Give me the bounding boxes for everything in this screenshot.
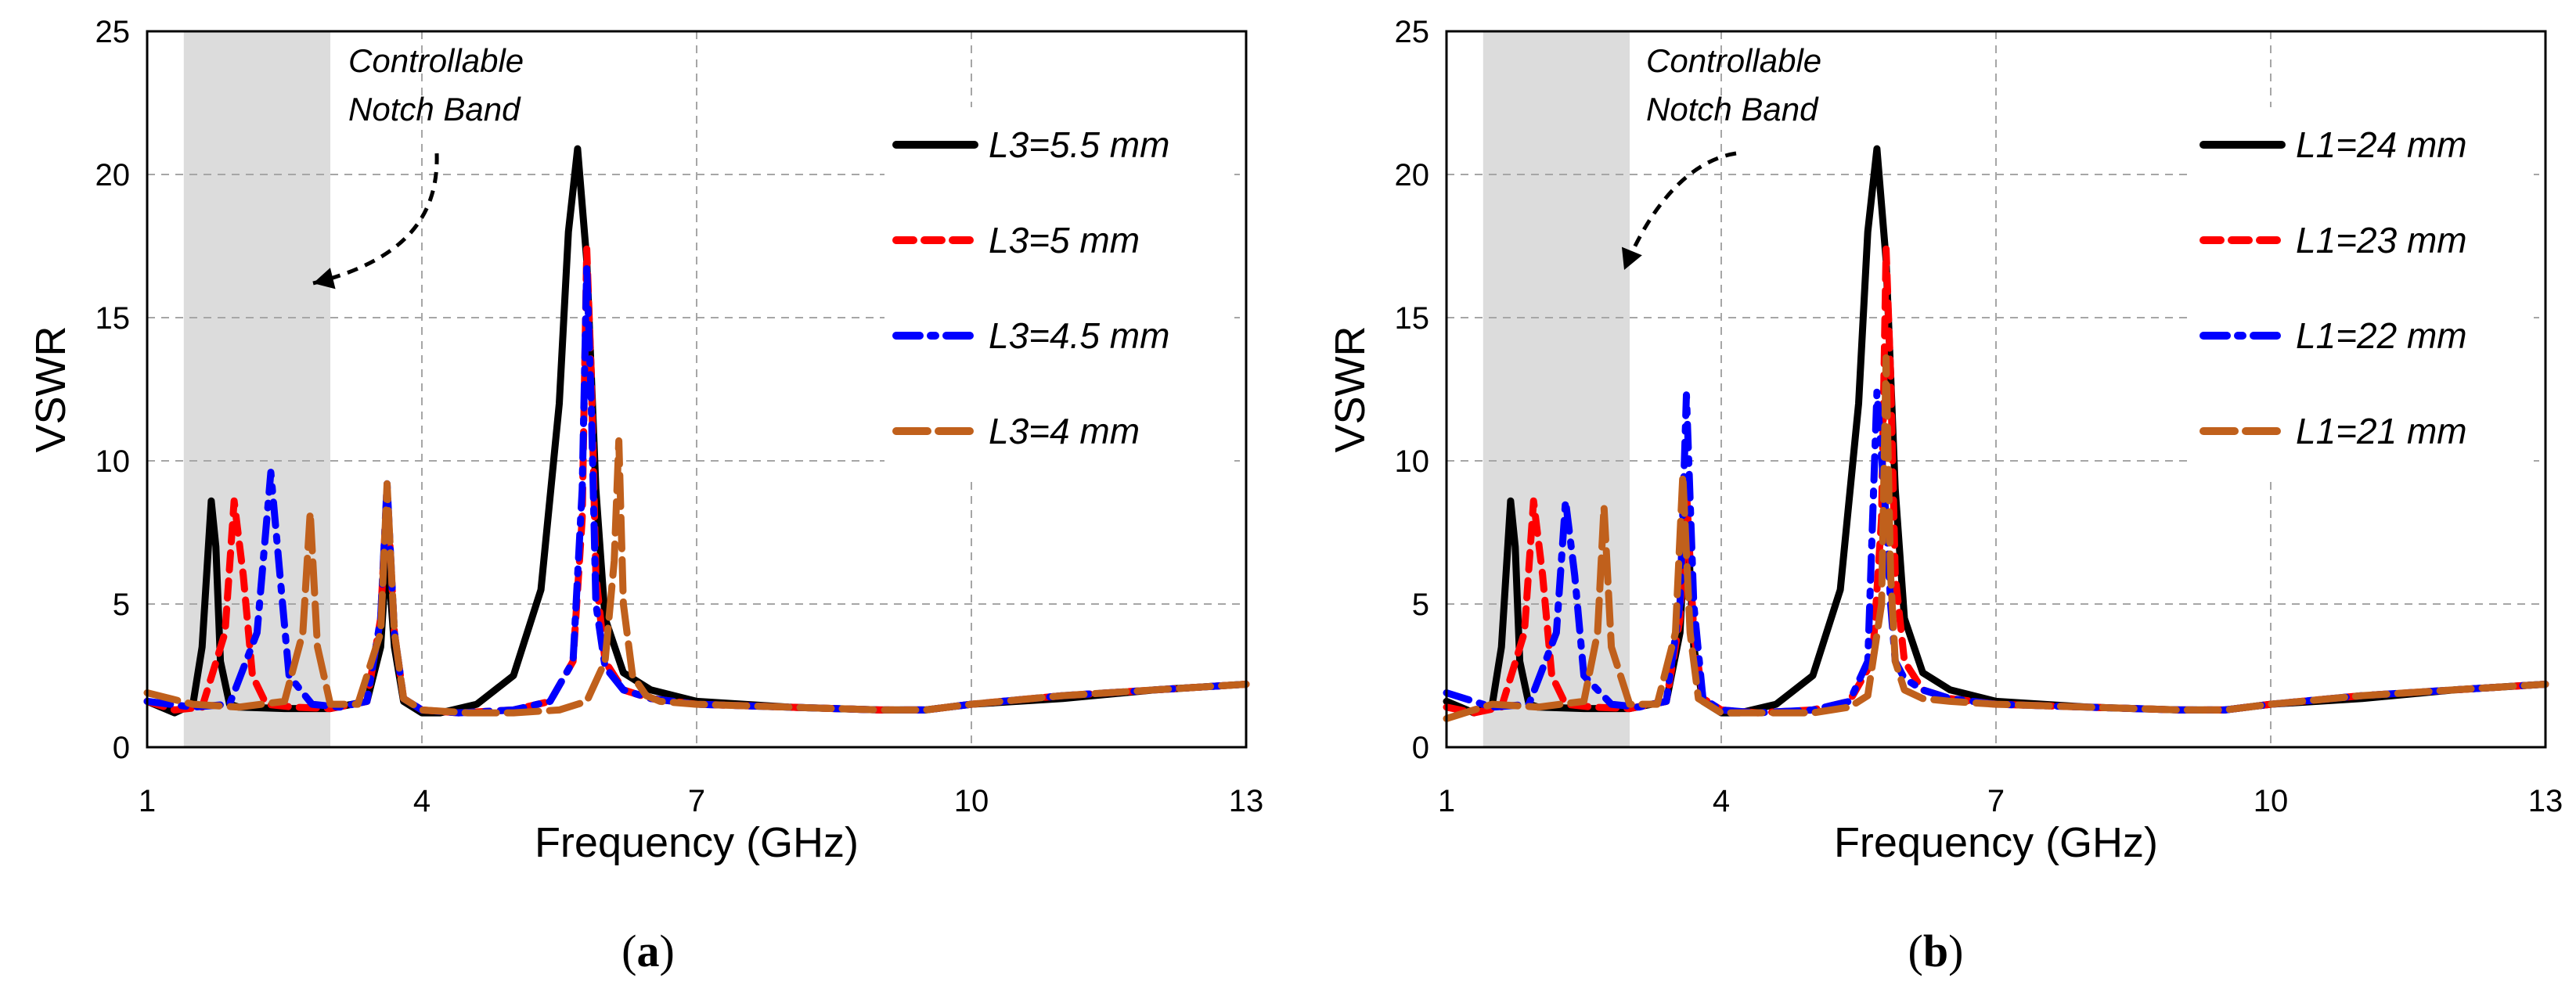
x-tick-label: 1 — [1438, 784, 1455, 818]
y-tick-label: 5 — [113, 588, 130, 622]
y-axis-label: VSWR — [27, 326, 74, 453]
legend-label-3: L3=4.5 mm — [989, 315, 1169, 356]
x-tick-label: 1 — [139, 784, 156, 818]
y-tick-label: 20 — [95, 158, 131, 192]
y-tick-label: 0 — [113, 731, 130, 765]
y-axis-label: VSWR — [1327, 326, 1374, 453]
y-tick-label: 25 — [95, 15, 131, 49]
legend-box — [2192, 107, 2534, 481]
annotation-text: Controllable — [1646, 42, 1821, 79]
y-tick-label: 5 — [1412, 588, 1429, 622]
legend-box — [884, 107, 1234, 481]
legend-label-1: L1=24 mm — [2296, 124, 2467, 165]
x-tick-label: 4 — [1713, 784, 1730, 818]
chart-panel-a: 0 5 10 15 20 25 1 4 7 10 13 Frequency (GHz) VSWR Cont… — [27, 15, 1263, 976]
y-tick-label: 15 — [1395, 301, 1430, 336]
series-line-4 — [143, 437, 1250, 717]
x-tick-label: 10 — [954, 784, 989, 818]
annotation-text: Notch Band — [348, 91, 521, 128]
y-tick-label: 20 — [1395, 158, 1430, 192]
legend-label-4: L1=21 mm — [2296, 411, 2467, 451]
x-tick-label: 7 — [1987, 784, 2005, 818]
y-tick-label: 15 — [95, 301, 131, 336]
y-tick-label: 10 — [95, 444, 131, 479]
x-tick-label: 10 — [2254, 784, 2289, 818]
y-tick-label: 0 — [1412, 731, 1429, 765]
x-tick-label: 13 — [2528, 784, 2563, 818]
x-axis-label: Frequency (GHz) — [535, 819, 859, 866]
legend-label-1: L3=5.5 mm — [989, 124, 1169, 165]
annotation-arrow — [1622, 151, 1737, 271]
x-tick-label: 7 — [688, 784, 705, 818]
plot-frame — [146, 30, 1248, 749]
panel-caption: (b) — [1908, 926, 1964, 976]
annotation-text: Controllable — [348, 42, 524, 79]
legend-label-3: L1=22 mm — [2296, 315, 2467, 356]
annotation-arrow — [312, 153, 439, 286]
annotation-arrowhead — [1621, 246, 1642, 270]
plot-frame — [1445, 30, 2547, 749]
legend-label-2: L1=23 mm — [2296, 220, 2467, 261]
y-tick-label: 25 — [1395, 15, 1430, 49]
x-tick-label: 4 — [413, 784, 431, 818]
x-tick-label: 13 — [1229, 784, 1264, 818]
annotation-arrowhead — [313, 268, 336, 289]
legend-label-2: L3=5 mm — [989, 220, 1140, 261]
annotation-text: Notch Band — [1646, 91, 1819, 128]
legend-label-4: L3=4 mm — [989, 411, 1140, 451]
series-line-4 — [1443, 354, 2549, 722]
y-tick-label: 10 — [1395, 444, 1430, 479]
panel-caption: (a) — [621, 926, 675, 976]
x-axis-label: Frequency (GHz) — [1834, 819, 2158, 866]
chart-panel-b: 0 5 10 15 20 25 1 4 7 10 13 Frequency (GHz) VSWR Cont… — [1327, 15, 2563, 976]
